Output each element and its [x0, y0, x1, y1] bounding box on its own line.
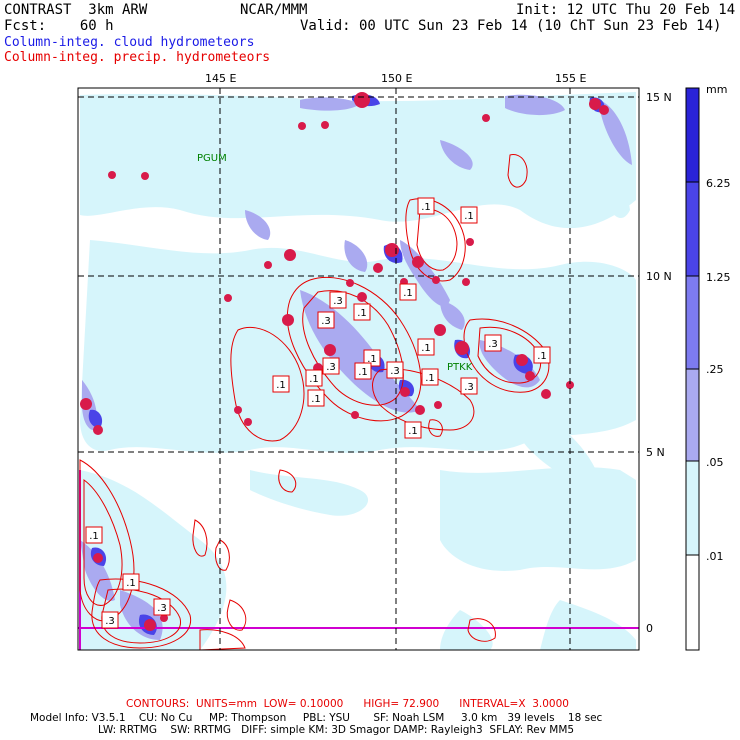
colorbar-swatch-1: [685, 181, 700, 277]
contour-label: .1: [408, 426, 418, 437]
lat-label-15n: 15 N: [646, 91, 672, 104]
contour-label: .3: [105, 616, 115, 627]
lon-label-155: 155 E: [555, 72, 586, 85]
contour-label: .3: [157, 603, 167, 614]
contour-label-box: [404, 421, 422, 439]
contour-label: .1: [425, 373, 435, 384]
contour-label-box: [533, 346, 551, 364]
contour-label-box: [386, 361, 404, 379]
contour-label: .3: [321, 316, 331, 327]
contour-label-box: [272, 375, 290, 393]
contour-label: .1: [126, 578, 136, 589]
contour-label-box: [460, 377, 478, 395]
contour-info: CONTOURS: UNITS=mm LOW= 0.10000 HIGH= 72…: [126, 698, 569, 710]
contour-labels: .1.1.3.3.1.1.1.3.1.1.1.1.3.1.1.3.1.1.3.1…: [85, 197, 551, 629]
contour-label: .1: [403, 288, 413, 299]
contour-label: .1: [89, 531, 99, 542]
lat-label-5n: 5 N: [646, 446, 665, 459]
center-label: NCAR/MMM: [240, 2, 308, 18]
colorbar-swatch-5: [685, 554, 700, 651]
colorbar-swatch-2: [685, 275, 700, 370]
contour-label: .1: [421, 202, 431, 213]
legend-precip: Column-integ. precip. hydrometeors: [4, 50, 271, 65]
model-info-line-1: Model Info: V3.5.1 CU: No Cu MP: Thompso…: [30, 712, 603, 724]
forecast-hour: Fcst: 60 h: [4, 18, 114, 34]
contour-label: .3: [333, 296, 343, 307]
contour-label: .1: [358, 367, 368, 378]
colorbar-swatch-0: [685, 87, 700, 183]
lon-label-145: 145 E: [205, 72, 236, 85]
colorbar-swatch-4: [685, 460, 700, 556]
map-frame: [77, 87, 640, 651]
contour-label-box: [101, 611, 119, 629]
model-info-line-2: LW: RRTMG SW: RRTMG DIFF: simple KM: 3D …: [98, 724, 575, 736]
contour-label: .1: [464, 211, 474, 222]
colorbar-label-0-05: .05: [706, 456, 724, 469]
contour-label-box: [399, 283, 417, 301]
contour-label-box: [363, 349, 381, 367]
contour-label: .3: [488, 339, 498, 350]
contour-label: .1: [309, 374, 319, 385]
contour-label: .1: [421, 343, 431, 354]
contour-label: .3: [390, 366, 400, 377]
cloud-field: [78, 88, 639, 650]
contour-label-box: [85, 526, 103, 544]
station-pgum: PGUM: [197, 153, 227, 164]
lat-label-10n: 10 N: [646, 270, 672, 283]
contour-label: .3: [464, 382, 474, 393]
contour-label-box: [484, 334, 502, 352]
contour-label: .1: [367, 354, 377, 365]
model-title: CONTRAST 3km ARW: [4, 2, 148, 18]
contour-label: .3: [326, 362, 336, 373]
contour-label: .1: [276, 380, 286, 391]
station-ptkk: PTKK: [447, 362, 473, 373]
lat-label-0: 0: [646, 622, 653, 635]
contour-label-box: [317, 311, 335, 329]
valid-time: Valid: 00 UTC Sun 23 Feb 14 (10 ChT Sun …: [300, 18, 722, 34]
contour-label: .1: [537, 351, 547, 362]
contour-label: .1: [311, 394, 321, 405]
contour-label-box: [153, 598, 171, 616]
colorbar-label-0-25: .25: [706, 363, 724, 376]
contour-label-box: [417, 338, 435, 356]
contour-label-box: [421, 368, 439, 386]
colorbar-label-0-01: .01: [706, 550, 724, 563]
colorbar-label-1-25: 1.25: [706, 271, 731, 284]
contour-label-box: [460, 206, 478, 224]
contour-label-box: [417, 197, 435, 215]
contour-label-box: [353, 303, 371, 321]
init-time: Init: 12 UTC Thu 20 Feb 14: [516, 2, 736, 18]
contour-label-box: [307, 389, 325, 407]
legend-cloud: Column-integ. cloud hydrometeors: [4, 35, 255, 50]
contour-label-box: [322, 357, 340, 375]
contour-label-box: [329, 291, 347, 309]
colorbar-label-6-25: 6.25: [706, 177, 731, 190]
contour-label-box: [354, 362, 372, 380]
lon-label-150: 150 E: [381, 72, 412, 85]
contour-label-box: [305, 369, 323, 387]
contour-label: .1: [357, 308, 367, 319]
colorbar-unit: mm: [706, 83, 728, 96]
colorbar: [685, 87, 700, 651]
colorbar-swatch-3: [685, 368, 700, 462]
contour-label-box: [122, 573, 140, 591]
